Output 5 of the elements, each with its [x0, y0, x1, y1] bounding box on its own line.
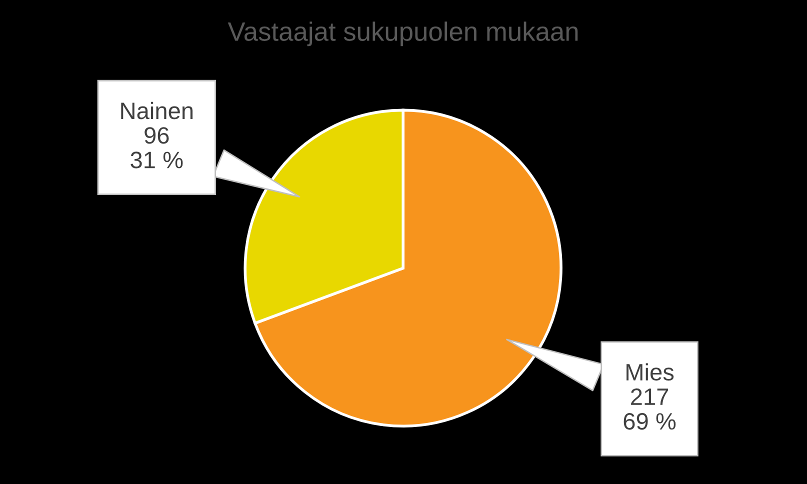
slice-label: Mies: [626, 363, 674, 381]
slice-label: Nainen: [121, 102, 193, 120]
chart-title: Vastaajat sukupuolen mukaan: [228, 22, 578, 46]
data-label: 96 31 %: [130, 127, 183, 168]
data-label: 217 69 %: [624, 388, 676, 430]
